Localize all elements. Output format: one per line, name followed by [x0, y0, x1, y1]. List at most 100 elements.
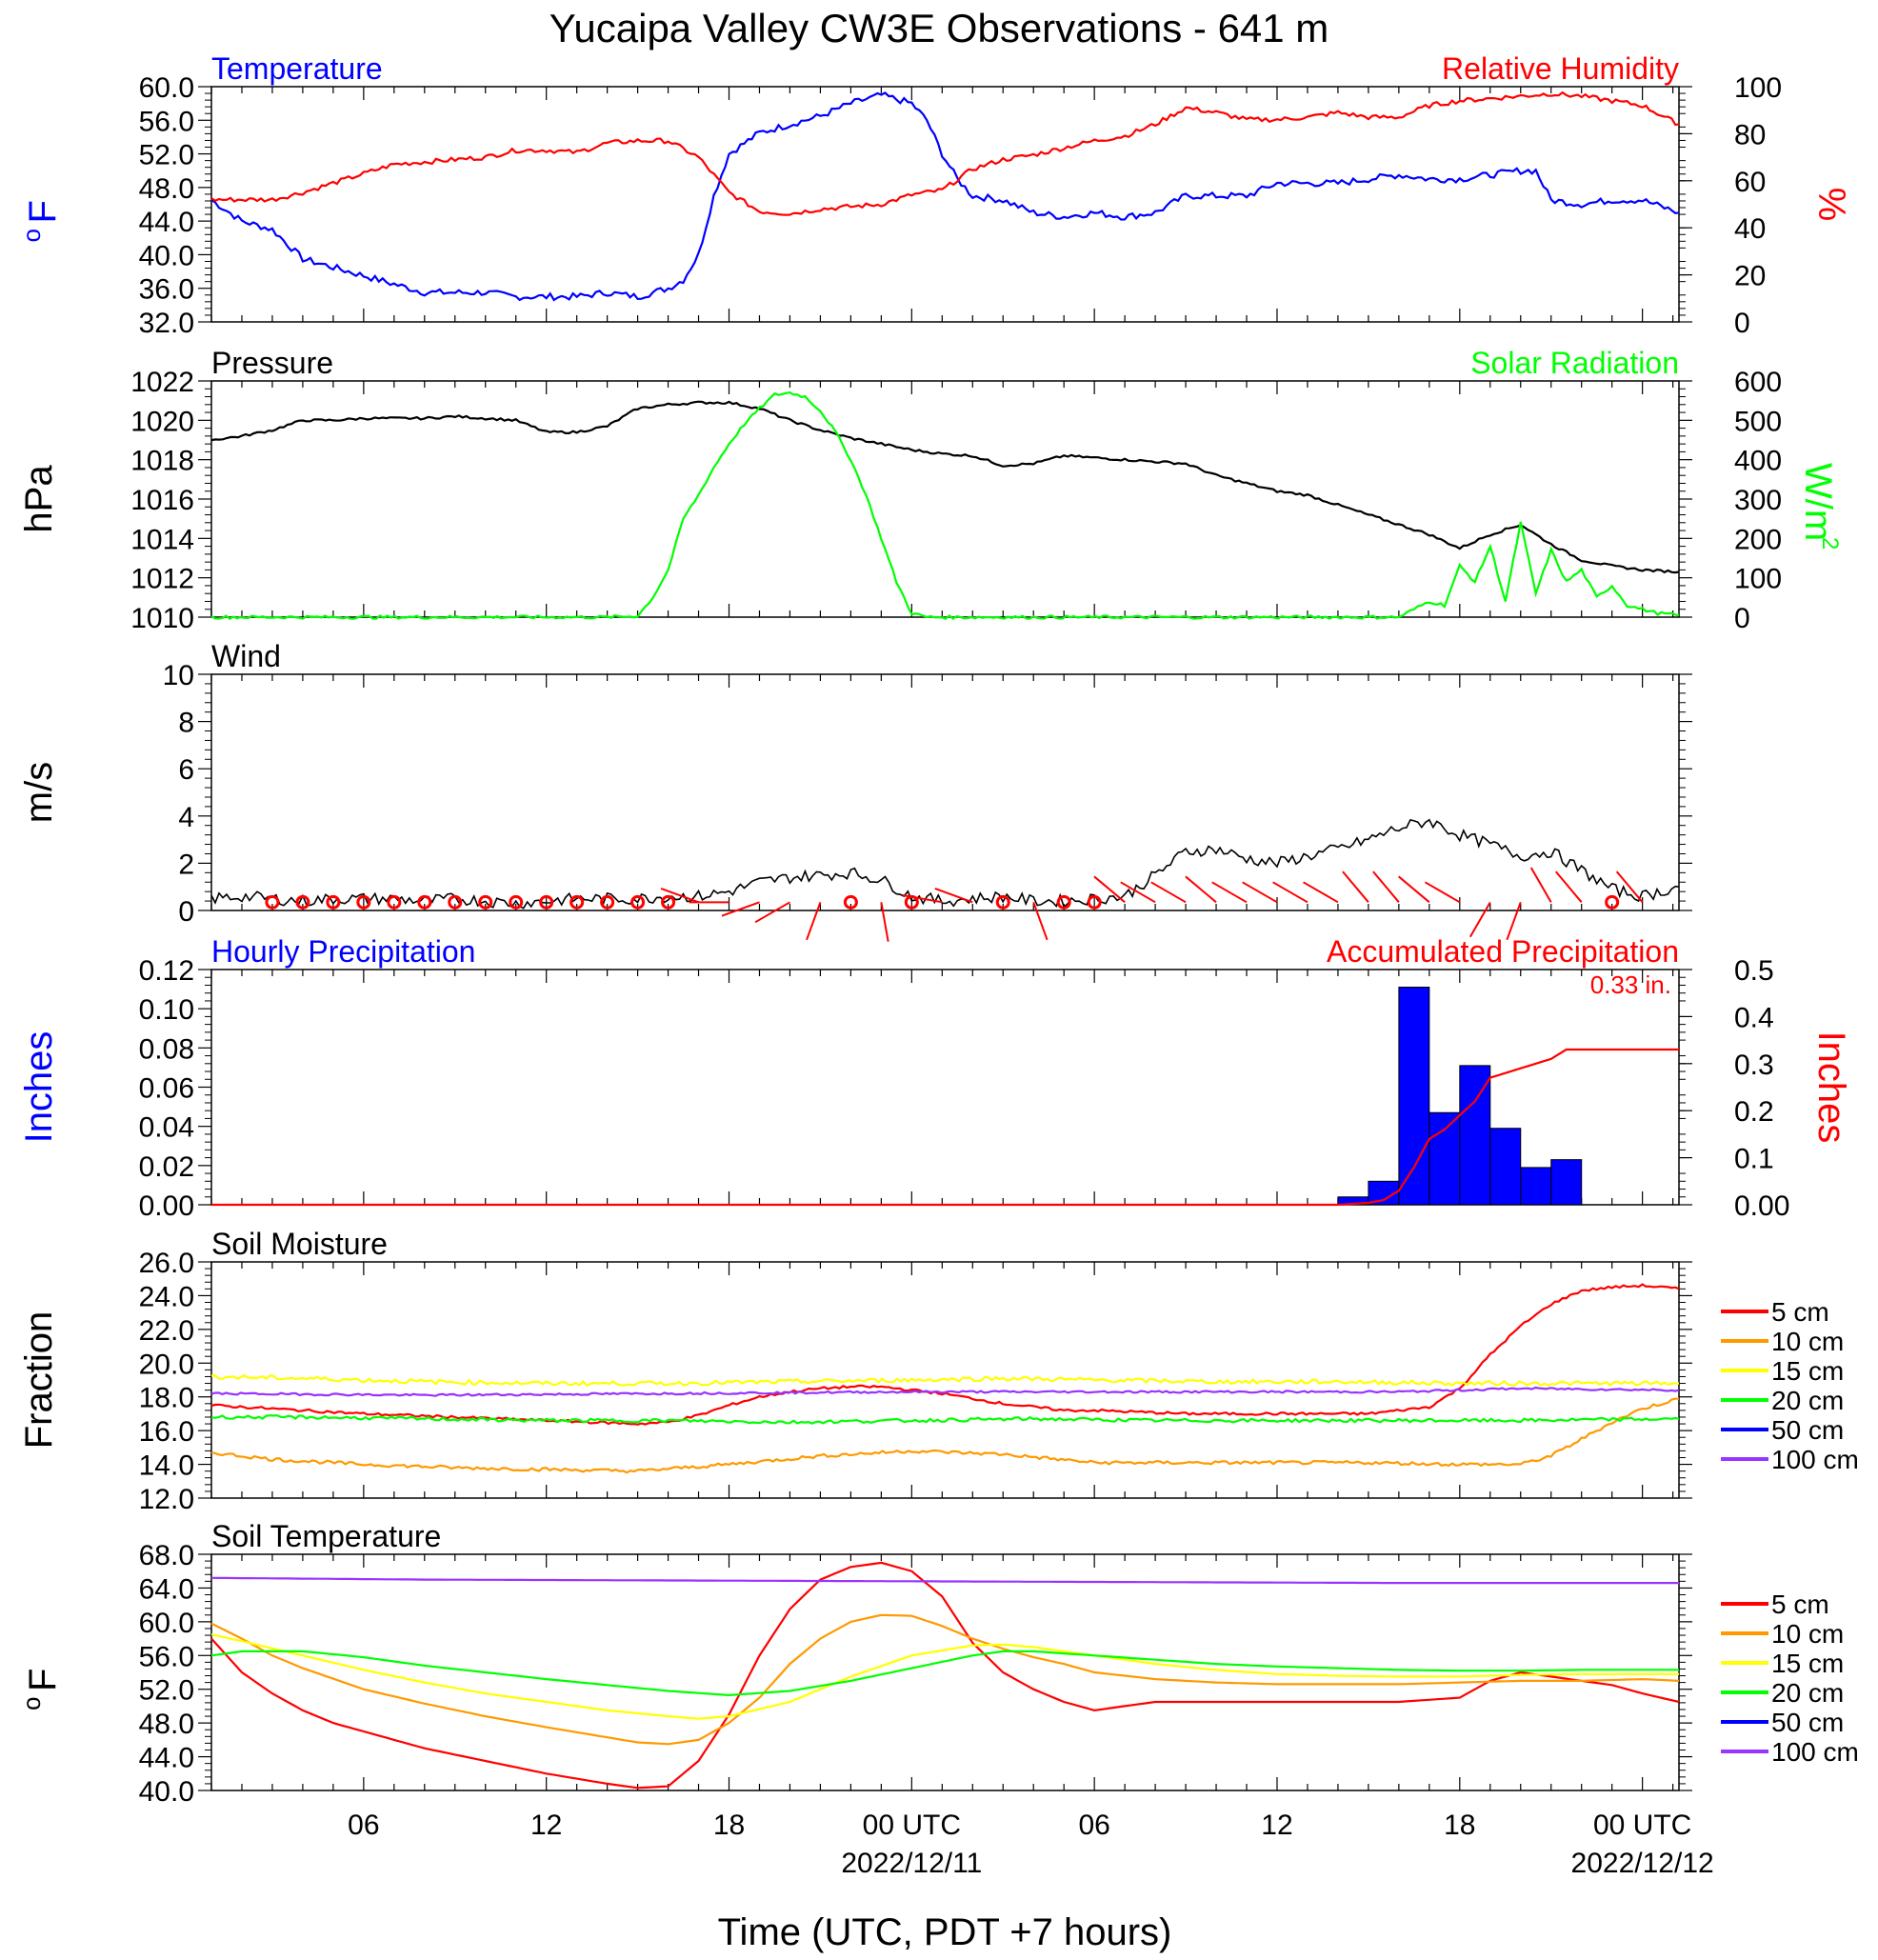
y-tick-label-left: 0: [178, 896, 194, 928]
wind-barb: [1398, 875, 1430, 904]
panel-title-left: Hourly Precipitation: [211, 934, 475, 969]
x-tick-label: 18: [713, 1810, 745, 1841]
y-tick-label-left: 44.0: [139, 207, 194, 238]
wind-barb: [1615, 870, 1644, 903]
wind-barb: [1120, 881, 1156, 904]
series-20-cm-line: [210, 1414, 1680, 1425]
y-tick-label-left: 36.0: [139, 274, 194, 306]
wind-barb-calm: [995, 894, 1010, 910]
series-5-cm-line: [210, 1561, 1680, 1790]
panel-title-right: Accumulated Precipitation: [1327, 934, 1679, 969]
wind-barb: [934, 888, 973, 904]
wind-barb: [1303, 881, 1339, 904]
y-axis-label-degree: o: [17, 229, 46, 242]
y-tick-label-left: 1020: [130, 406, 194, 437]
wind-barb-calm: [326, 894, 341, 910]
y-tick-label-right: 500: [1734, 406, 1782, 437]
y-tick-label-right: 60: [1734, 167, 1766, 198]
y-tick-label-left: 6: [178, 754, 194, 786]
y-tick-label-right: 100: [1734, 564, 1782, 595]
panel-wind: 10 8 6 4 2 0 Wind m/s: [18, 639, 1692, 942]
x-tick-label: 06: [348, 1810, 379, 1841]
wind-barb: [1093, 875, 1126, 904]
y-tick-label-left: 2: [178, 849, 194, 880]
series-pressure-line: [210, 400, 1680, 574]
y-axis-label-right: Inches: [1810, 1031, 1852, 1144]
y-axis-label-left: m/s: [18, 762, 60, 823]
series-relative-humidity-line: [210, 90, 1680, 216]
legend-label: 100 cm: [1771, 1445, 1859, 1474]
wind-barb-calm: [448, 894, 463, 910]
panel-pressure-solar: 1022 1020 1018 1016 1014 1012 1010 600 500 400 300…: [18, 346, 1843, 634]
y-tick-label-right: 600: [1734, 367, 1782, 398]
y-tick-label-left: 48.0: [139, 173, 194, 205]
y-tick-label-left: 0.04: [139, 1112, 194, 1144]
precip-bar: [1459, 1065, 1491, 1206]
y-tick-label-left: 60.0: [139, 72, 194, 104]
wind-barb-calm: [600, 894, 615, 910]
legend-label: 10 cm: [1771, 1619, 1844, 1649]
panel-precipitation: 0.12 0.10 0.08 0.06 0.04 0.02 0.00 0.5 0.4 0.3 0.2…: [18, 934, 1852, 1222]
y-tick-label-left: 48.0: [139, 1709, 194, 1740]
x-tick-label: 00 UTC: [1593, 1810, 1691, 1841]
legend-label: 10 cm: [1771, 1327, 1844, 1356]
precip-bar: [1398, 987, 1430, 1206]
y-tick-label-left: 1018: [130, 446, 194, 477]
y-tick-label-left: 1014: [130, 524, 194, 555]
y-tick-label-left: 12.0: [139, 1484, 194, 1515]
y-tick-label-right: 0: [1734, 308, 1750, 339]
series-100-cm-line: [210, 1576, 1679, 1585]
y-tick-label-left: 1016: [130, 485, 194, 516]
legend-label: 15 cm: [1771, 1356, 1844, 1386]
y-axis-label-left: Fo: [17, 1669, 64, 1710]
wind-barb: [754, 901, 790, 924]
wind-barb-calm: [843, 894, 858, 910]
y-axis-label-degree: o: [17, 1697, 46, 1710]
y-tick-label-right: 0.4: [1734, 1002, 1774, 1033]
plot-frame: [210, 380, 1680, 618]
series-10-cm-line: [210, 1613, 1680, 1746]
y-tick-label-left: 44.0: [139, 1743, 194, 1774]
legend-label: 15 cm: [1771, 1649, 1844, 1678]
wind-barb-calm: [1087, 894, 1102, 910]
y-tick-label-left: 8: [178, 708, 194, 739]
y-tick-label-left: 22.0: [139, 1315, 194, 1347]
series-15-cm-line: [210, 1373, 1679, 1388]
y-tick-label-right: 0.2: [1734, 1096, 1774, 1128]
wind-barb-calm: [661, 894, 676, 910]
precip-bar: [1550, 1159, 1583, 1206]
panel-title-right: Solar Radiation: [1470, 346, 1679, 380]
wind-barb: [721, 901, 760, 917]
plot-frame: [210, 673, 1680, 911]
precip-bar: [1520, 1167, 1552, 1206]
x-date-label: 2022/12/12: [1571, 1848, 1714, 1879]
y-tick-label-left: 40.0: [139, 1776, 194, 1808]
legend-label: 50 cm: [1771, 1415, 1844, 1445]
panel-title-left: Pressure: [211, 346, 333, 380]
x-tick-label: 00 UTC: [863, 1810, 961, 1841]
y-tick-label-left: 40.0: [139, 240, 194, 271]
y-axis-label-left: Inches: [18, 1031, 60, 1144]
x-date-label: 2022/12/11: [841, 1848, 982, 1879]
y-tick-label-right: 200: [1734, 524, 1782, 555]
y-tick-label-left: 52.0: [139, 1675, 194, 1707]
wind-barb: [1272, 881, 1309, 904]
panel-soil-temperature: 68.064.060.056.052.048.044.040.0 Soil Tem…: [17, 1519, 1692, 1808]
wind-barb-calm: [356, 894, 371, 910]
y-tick-label-left: 64.0: [139, 1573, 194, 1605]
wind-barb: [1529, 867, 1552, 903]
wind-barb: [902, 894, 943, 904]
series-5-cm-line: [210, 1283, 1680, 1426]
legend-label: 100 cm: [1771, 1737, 1859, 1767]
y-tick-label-left: 1012: [130, 564, 194, 595]
series-20-cm-line: [210, 1650, 1679, 1697]
wind-barb-calm: [569, 894, 585, 910]
wind-barb: [1342, 870, 1369, 903]
precip-bar: [1428, 1111, 1461, 1206]
y-tick-label-left: 0.12: [139, 955, 194, 987]
wind-barb-calm: [509, 894, 524, 910]
y-tick-label-left: 4: [178, 802, 194, 833]
y-tick-label-left: 0.06: [139, 1073, 194, 1105]
y-tick-label-left: 20.0: [139, 1349, 194, 1380]
precip-bar: [1489, 1128, 1522, 1206]
